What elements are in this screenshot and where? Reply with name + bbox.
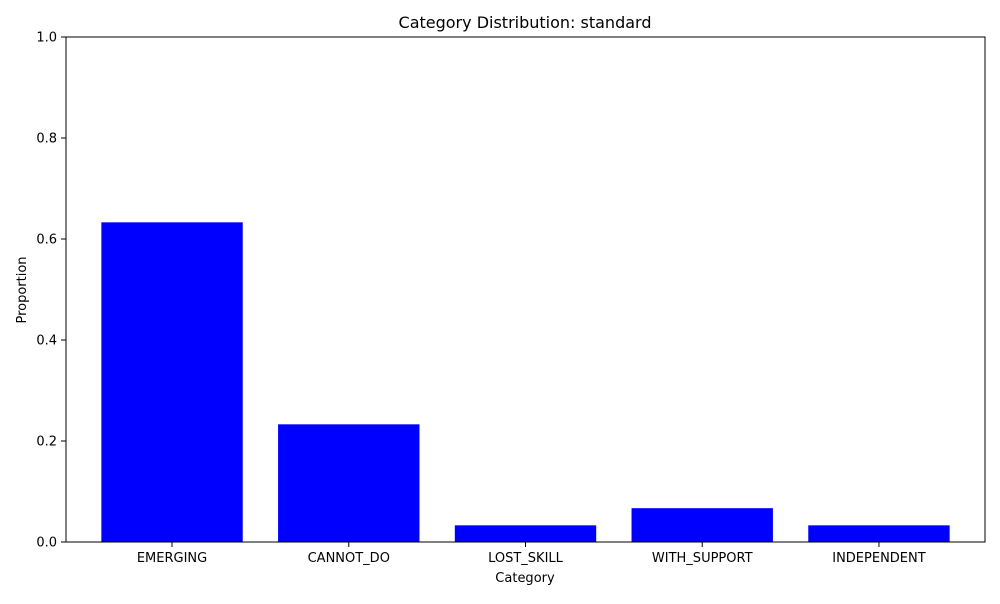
y-tick-label: 0.8 (36, 132, 57, 147)
plot-frame (65, 36, 986, 543)
chart-title: Category Distribution: standard (399, 13, 652, 32)
bar-with-support (631, 508, 773, 542)
x-tick-label: WITH_SUPPORT (652, 551, 753, 566)
bar-independent (808, 525, 950, 542)
y-axis-label: Proportion (15, 256, 30, 323)
y-tick-label: 0.2 (36, 435, 57, 450)
x-tick-label: CANNOT_DO (308, 551, 390, 566)
y-axis: 0.0 0.2 0.4 0.6 0.8 1.0 (36, 31, 66, 551)
x-axis: EMERGING CANNOT_DO LOST_SKILL WITH_SUPPORT I… (137, 542, 926, 566)
y-tick-label: 0.0 (36, 536, 57, 551)
y-tick-label: 0.6 (36, 233, 57, 248)
x-tick-label: EMERGING (137, 551, 207, 566)
bar-cannot-do (278, 424, 420, 542)
x-tick-label: INDEPENDENT (832, 551, 926, 566)
bar-emerging (101, 222, 243, 542)
x-axis-label: Category (495, 571, 555, 586)
bars-layer (101, 222, 950, 542)
bar-lost-skill (454, 525, 597, 542)
y-tick-label: 0.4 (36, 334, 57, 349)
y-tick-label: 1.0 (36, 31, 57, 46)
x-tick-label: LOST_SKILL (488, 551, 564, 566)
